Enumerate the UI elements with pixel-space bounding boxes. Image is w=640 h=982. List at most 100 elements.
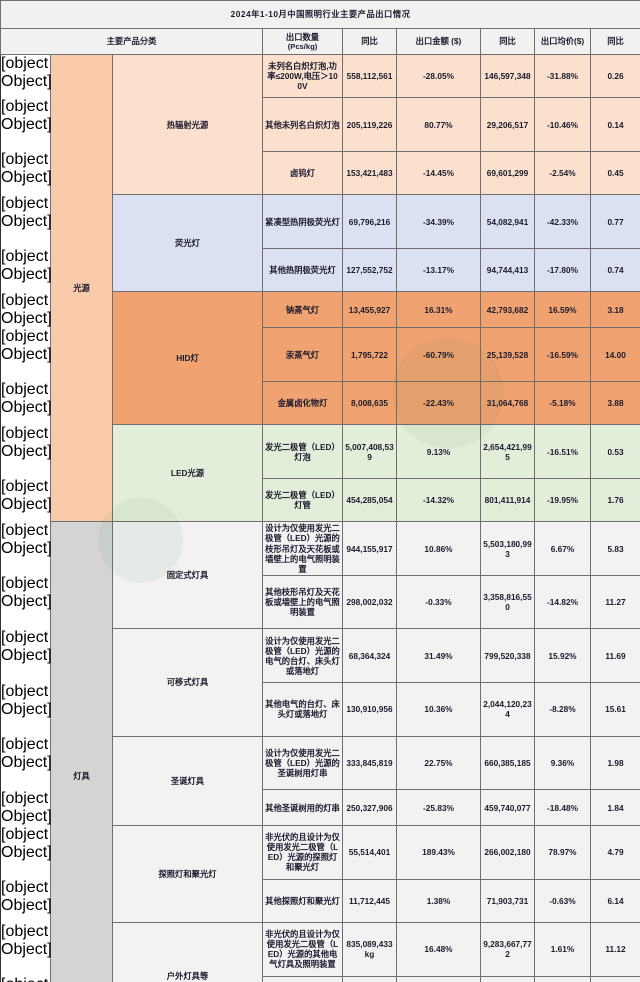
amount-yoy: -42.33% [534,194,591,249]
quantity-yoy: 10.86% [396,521,481,576]
export-quantity: 1,795,722 [342,327,397,382]
export-quantity: 205,119,226 [342,97,397,152]
product-name: 汞蒸气灯 [262,327,343,382]
table-row: [object Object]灯具 固定式灯具 设计为仅使用发光二极管（LED）光源… [1,521,640,982]
group-label-1: 灯具 [50,521,113,982]
export-quantity: 558,112,561 [342,53,397,99]
product-name: 其他枝形吊灯及天花板或墙壁上的电气照明装置 [262,574,343,630]
export-quantity: 298,002,032 [342,574,397,630]
product-name: 紧凑型热阴极荧光灯 [262,194,343,249]
export-quantity: 944,155,917 [342,521,397,576]
amount-yoy: -18.48% [534,789,591,827]
quantity-yoy: 10.36% [396,682,481,737]
export-quantity: 68,364,324 [342,628,397,684]
subgroup-label: HID灯 [112,291,263,426]
avg-price: 0.26 [589,53,640,99]
export-amount: 2,654,421,995 [480,424,535,479]
subgroup-label: 固定式灯具 [112,521,263,630]
table-row: [object Object]HID灯 钠蒸气灯 13,455,927 16.31% 4… [1,291,640,426]
export-amount: 71,903,731 [480,878,535,924]
product-name: 钠蒸气灯 [262,291,343,329]
amount-yoy: -10.46% [534,97,591,152]
amount-yoy: -16.51% [534,424,591,479]
header-category: 主要产品分类 [0,28,263,55]
amount-yoy: 9.36% [534,735,591,791]
avg-price: 3.88 [589,380,640,426]
table-row: [object Object]户外灯具等 非光伏的且设计为仅使用发光二极管（LED… [1,922,640,982]
export-amount: 42,793,682 [480,291,535,329]
header-avg-price: 出口均价($) [534,28,591,55]
quantity-yoy: -60.79% [396,327,481,382]
avg-price: 0.45 [589,150,640,196]
amount-yoy: 78.97% [534,825,591,880]
avg-price: 1.98 [589,735,640,791]
table-row: [object Object] 其他电气的台灯、床头灯或落地灯 130,910,95… [1,682,640,737]
export-amount: 266,002,180 [480,825,535,880]
amount-yoy: -17.80% [534,247,591,293]
table-row: [object Object]探照灯和聚光灯 非光伏的且设计为仅使用发光二极管（L… [1,825,640,924]
header-quantity-unit: (Pcs/kg) [287,41,318,51]
amount-yoy: -19.95% [534,477,591,523]
avg-price: 11.69 [589,628,640,684]
quantity-yoy: -14.32% [396,477,481,523]
table-row: [object Object]发光二极管（LED）灯管 454,285,054 -1… [1,477,640,523]
quantity-yoy: -28.05% [396,53,481,99]
quantity-yoy: 16.31% [396,291,481,329]
export-amount: 6,146,222,451 [480,975,535,982]
export-quantity: 5,007,408,539 [342,424,397,479]
export-quantity: 586,314,831kg [342,975,397,982]
header-amount-yoy: 同比 [480,28,535,55]
table-row: [object Object] 其他未列名白炽灯泡 205,119,226 80.77… [1,97,640,152]
export-amount: 660,385,185 [480,735,535,791]
amount-yoy: -8.28% [534,682,591,737]
export-quantity: 8,008,635 [342,380,397,426]
quantity-yoy: 31.49% [396,628,481,684]
table-row: [object Object]荧光灯 紧凑型热阴极荧光灯 69,796,216 -34… [1,194,640,293]
subgroup-label: 荧光灯 [112,194,263,293]
quantity-yoy: -25.83% [396,789,481,827]
table-row: [object Object]其他枝形吊灯及天花板或墙壁上的电气照明装置 298,… [1,574,640,630]
product-name: 其他探照灯和聚光灯 [262,878,343,924]
export-amount: 799,520,338 [480,628,535,684]
amount-yoy: -14.82% [534,574,591,630]
amount-yoy: 16.59% [534,291,591,329]
export-amount: 2,044,120,234 [480,682,535,737]
header-amount: 出口金额 ($) [396,28,481,55]
table-row: [object Object]其他电气灯具及照明装置586,314,831kg-… [1,975,640,982]
product-name: 其他电气灯具及照明装置 [262,975,343,982]
export-quantity: 13,455,927 [342,291,397,329]
header-avg-price-yoy: 同比 [589,28,640,55]
product-name: 未列名白炽灯泡,功率≤200W,电压＞100V [262,53,343,99]
avg-price: 0.77 [589,194,640,249]
header-quantity: 出口数量 (Pcs/kg) [262,28,343,55]
quantity-yoy: -14.45% [396,150,481,196]
product-name: 其他电气的台灯、床头灯或落地灯 [262,682,343,737]
product-name: 其他未列名白炽灯泡 [262,97,343,152]
avg-price: 0.53 [589,424,640,479]
quantity-yoy: 189.43% [396,825,481,880]
avg-price: 0.14 [589,97,640,152]
page-title: 2024年1-10月中国照明行业主要产品出口情况 [0,0,640,29]
avg-price: 6.14 [589,878,640,924]
quantity-yoy: 9.13% [396,424,481,479]
export-amount: 146,597,348 [480,53,535,99]
export-quantity: 130,910,956 [342,682,397,737]
quantity-yoy: 80.77% [396,97,481,152]
amount-yoy: -2.54% [534,150,591,196]
export-amount: 94,744,413 [480,247,535,293]
subgroup-label: 热辐射光源 [112,53,263,196]
amount-yoy: -31.88% [534,53,591,99]
product-name: 设计为仅使用发光二极管（LED）光源的电气的台灯、床头灯或落地灯 [262,628,343,684]
group-label-0: 光源 [50,53,113,523]
table-row: [object Object]可移式灯具 设计为仅使用发光二极管（LED）光源的电… [1,628,640,737]
quantity-yoy: -34.39% [396,194,481,249]
avg-price: 3.18 [589,291,640,329]
export-amount: 801,411,914 [480,477,535,523]
avg-price: 1.84 [589,789,640,827]
avg-price: 11.12 [589,922,640,977]
product-name: 设计为仅使用发光二极管（LED）光源的枝形吊灯及天花板或墙壁上的电气照明装置 [262,521,343,576]
header-quantity-label: 出口数量 [285,31,320,42]
amount-yoy: -5.18% [534,380,591,426]
